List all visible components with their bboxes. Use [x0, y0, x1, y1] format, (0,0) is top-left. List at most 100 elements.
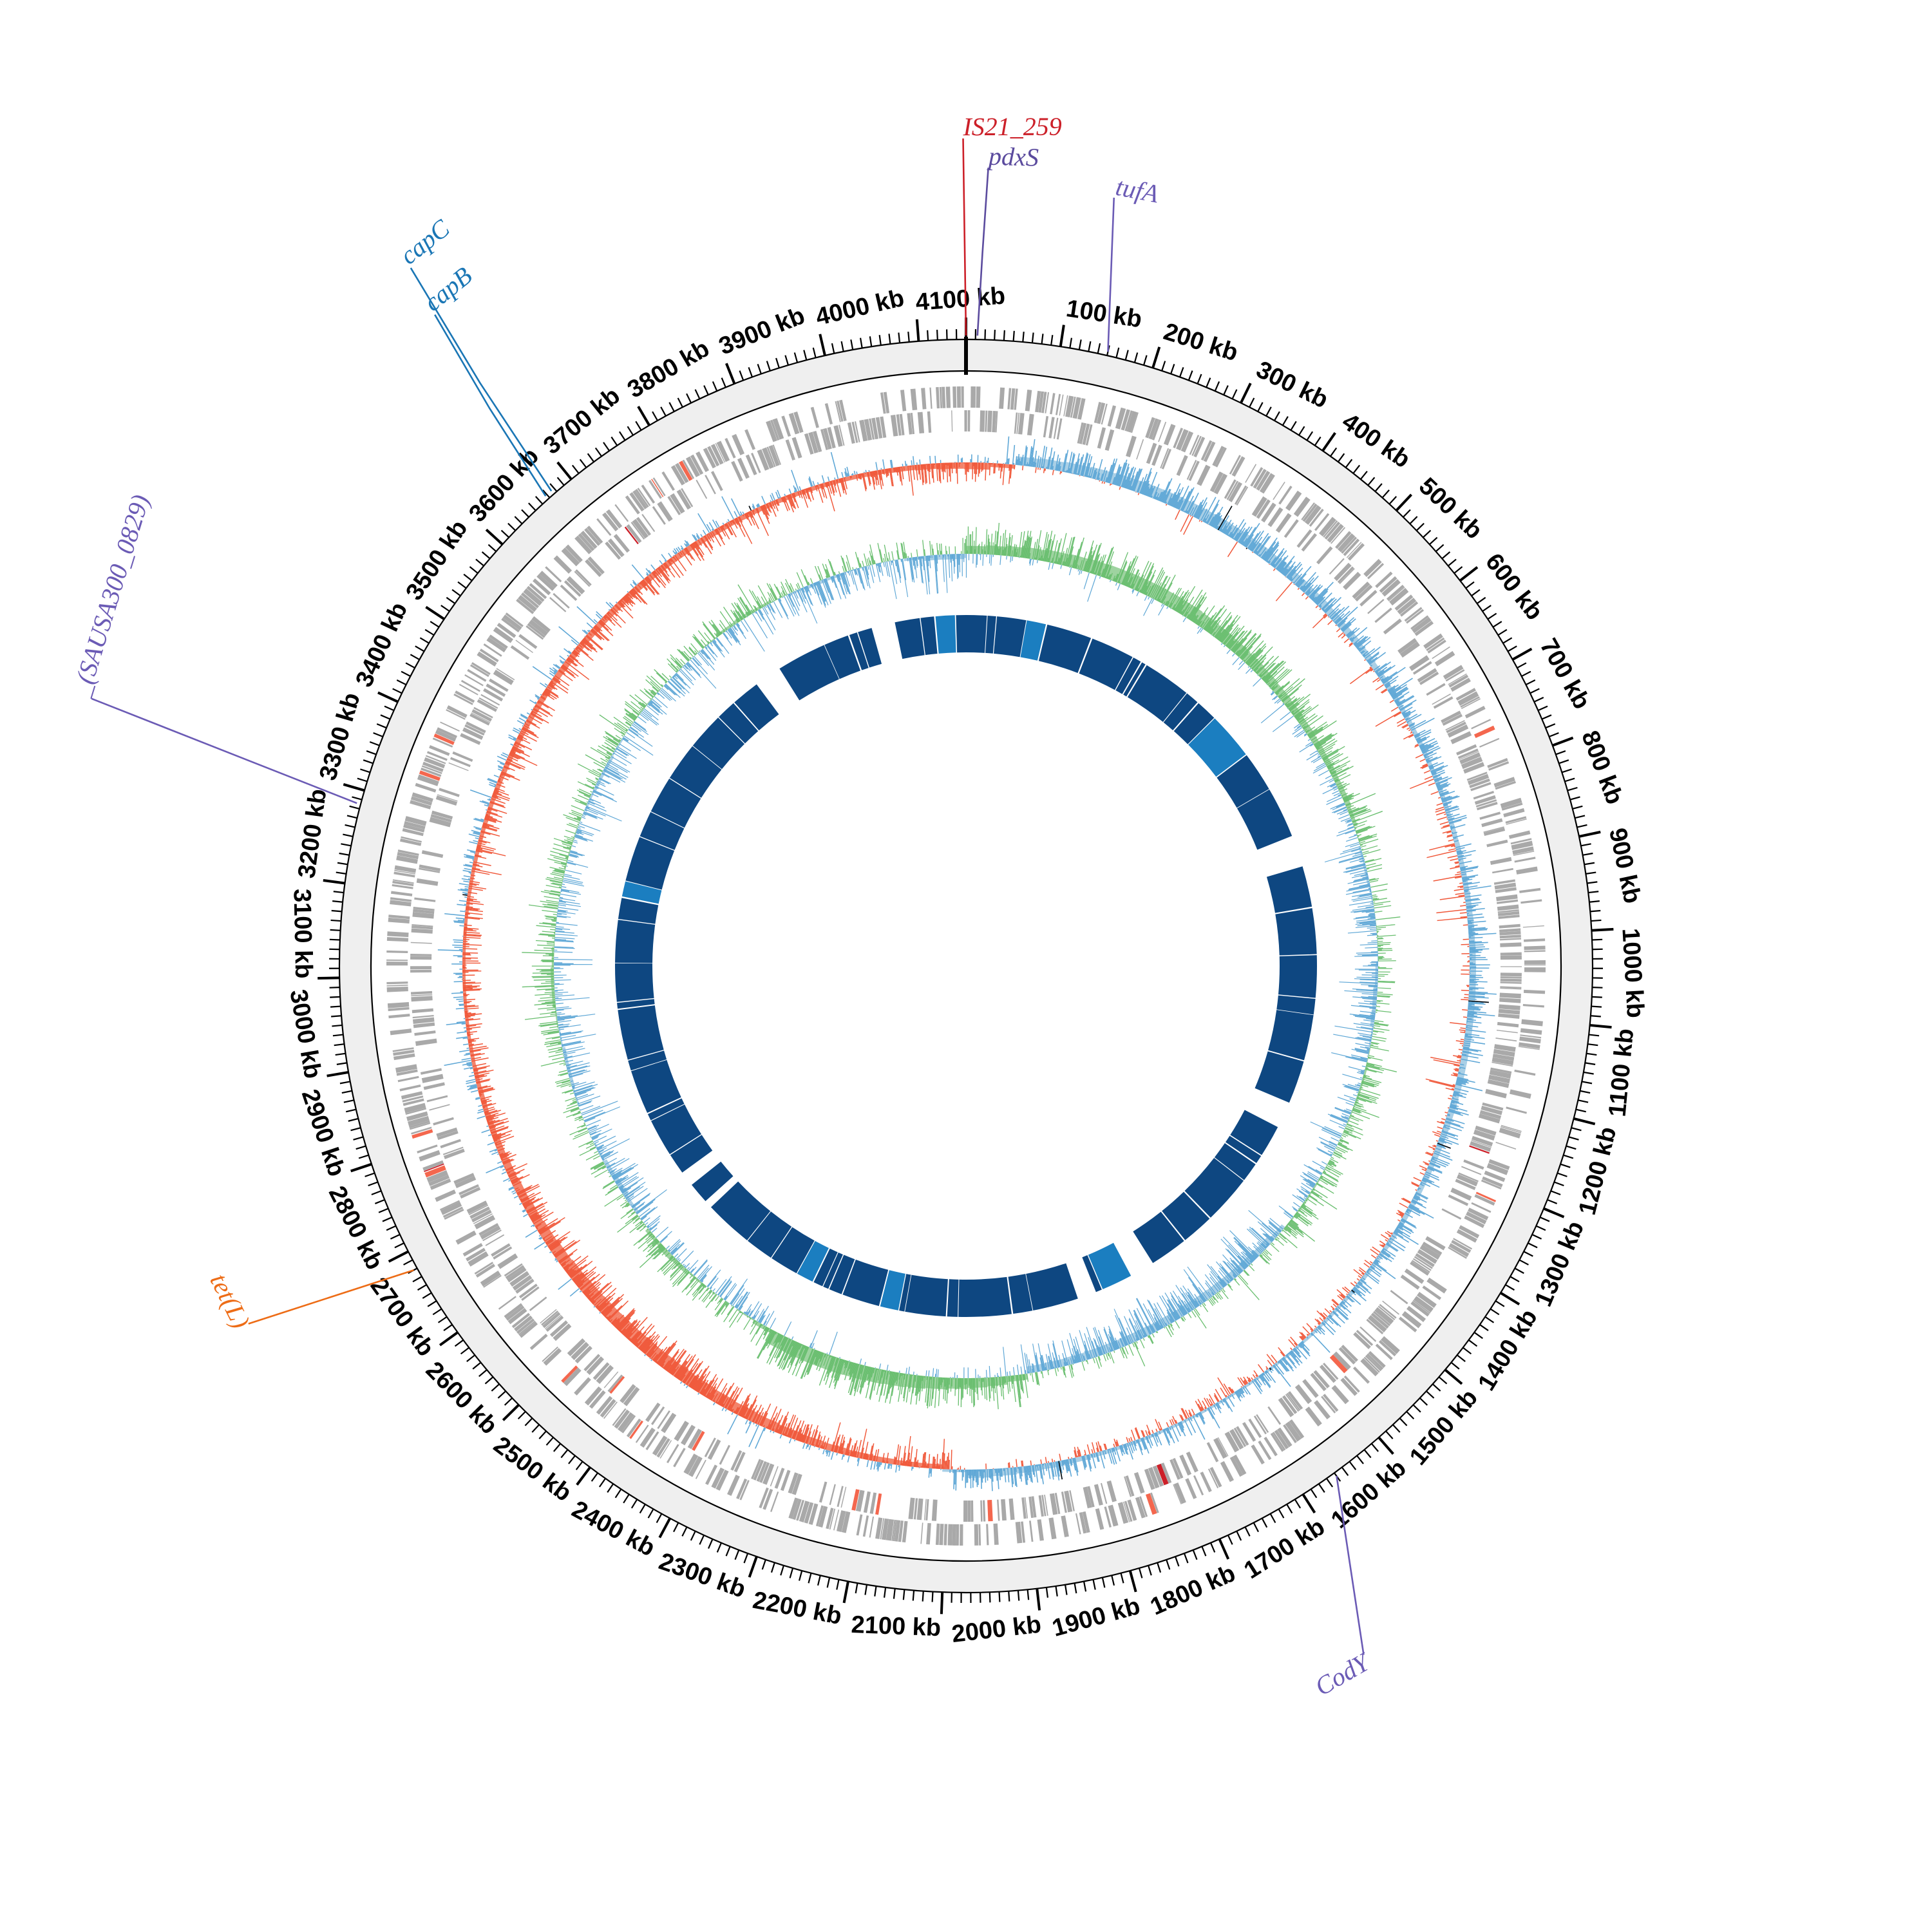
gene-feature	[497, 622, 516, 638]
gene-feature	[459, 1184, 479, 1196]
histogram-bar	[1341, 618, 1356, 632]
ruler-tick-minor	[874, 1586, 877, 1596]
histogram-bar	[595, 614, 601, 620]
gene-feature	[1471, 1202, 1492, 1213]
gene-feature	[1475, 1191, 1497, 1202]
histogram-bar	[1155, 575, 1168, 600]
gene-feature	[421, 767, 442, 777]
ruler-tick-minor	[1306, 431, 1314, 441]
ruler-tick-label: 4000 kb	[813, 285, 907, 331]
histogram-bar	[507, 1174, 508, 1175]
histogram-bar	[646, 573, 649, 576]
gene-feature	[446, 705, 468, 718]
histogram-bar	[1392, 693, 1403, 700]
ruler-tick-minor	[330, 929, 341, 931]
gene-feature	[1176, 455, 1188, 477]
histogram-bar	[561, 1259, 571, 1267]
gene-feature	[486, 683, 506, 697]
histogram-bar	[1461, 999, 1469, 1001]
histogram-bar	[1165, 1428, 1169, 1434]
histogram-bar	[1059, 554, 1063, 565]
histogram-bar	[1089, 571, 1092, 573]
histogram-bar	[1105, 561, 1113, 579]
histogram-bar	[531, 1209, 549, 1221]
histogram-bar	[529, 1212, 537, 1218]
histogram-bar	[1308, 584, 1321, 598]
ruler-tick-minor	[766, 361, 771, 372]
histogram-bar	[963, 1469, 964, 1477]
gene-feature	[1412, 661, 1432, 675]
ruler-tick-minor	[1583, 1071, 1594, 1075]
histogram-bar	[942, 462, 944, 480]
ruler-tick-minor	[350, 1127, 361, 1132]
histogram-bar	[488, 784, 496, 788]
histogram-bar	[855, 1446, 858, 1458]
histogram-envelope	[1308, 733, 1325, 754]
ruler-tick-minor	[603, 442, 611, 451]
ruler-tick-minor	[568, 1455, 576, 1464]
histogram-bar	[1345, 1296, 1354, 1303]
histogram-bar	[1463, 938, 1469, 940]
histogram-bar	[1370, 1249, 1379, 1256]
histogram-bar	[463, 938, 464, 939]
histogram-bar	[1468, 929, 1488, 932]
histogram-bar	[518, 728, 522, 730]
histogram-bar	[1469, 956, 1486, 958]
histogram-bar	[653, 571, 656, 574]
histogram-bar	[817, 484, 824, 503]
histogram-bar	[1436, 802, 1443, 806]
histogram-bar	[547, 684, 555, 690]
histogram-bar	[511, 749, 515, 752]
histogram-bar	[749, 1405, 758, 1421]
histogram-bar	[1457, 849, 1476, 855]
histogram-bar	[645, 576, 652, 584]
histogram-bar	[1430, 764, 1448, 773]
histogram-bar	[599, 1312, 601, 1314]
histogram-bar	[1298, 1343, 1311, 1357]
histogram-bar	[655, 569, 663, 578]
histogram-bar	[463, 938, 469, 940]
histogram-bar	[745, 1421, 752, 1434]
histogram-bar	[466, 1030, 477, 1034]
histogram-bar	[1119, 1445, 1124, 1456]
histogram-bar	[631, 564, 645, 580]
histogram-bar	[691, 543, 696, 549]
histogram-bar	[660, 565, 670, 577]
gene-feature	[1314, 1400, 1331, 1420]
histogram-bar	[1441, 795, 1451, 800]
histogram-bar	[1171, 1419, 1175, 1425]
histogram-bar	[999, 1468, 1002, 1477]
histogram-bar	[820, 483, 824, 490]
histogram-bar	[1198, 519, 1200, 520]
ruler-tick-minor	[1432, 1383, 1441, 1392]
gene-feature	[428, 1175, 450, 1186]
gene-feature	[1287, 1391, 1303, 1410]
ruler-tick-minor	[1582, 852, 1593, 856]
histogram-bar	[906, 464, 907, 466]
histogram-bar	[702, 1380, 712, 1396]
gene-feature	[1124, 1501, 1133, 1522]
histogram-bar	[612, 607, 619, 614]
histogram-bar	[1459, 1029, 1466, 1032]
histogram-bar	[1124, 1444, 1129, 1455]
histogram-bar	[588, 1297, 591, 1300]
gene-feature	[1486, 1162, 1509, 1175]
histogram-bar	[1467, 1014, 1474, 1016]
histogram-bar	[896, 467, 898, 476]
ruler-tick-minor	[1201, 1546, 1207, 1557]
gene-feature	[1510, 838, 1532, 845]
gene-feature	[982, 1500, 986, 1522]
histogram-bar	[1290, 1336, 1298, 1346]
histogram-bar	[618, 601, 625, 608]
histogram-bar	[495, 1146, 497, 1147]
histogram-bar	[1046, 466, 1048, 469]
histogram-bar	[518, 1193, 527, 1198]
gene-feature	[386, 981, 408, 985]
histogram-bar	[708, 522, 715, 531]
histogram-bar	[782, 1423, 788, 1435]
histogram-bar	[457, 956, 463, 958]
histogram-bar	[463, 1018, 466, 1019]
histogram-bar	[1437, 917, 1468, 922]
histogram-bar	[800, 1435, 804, 1443]
histogram-bar	[1224, 1397, 1233, 1412]
